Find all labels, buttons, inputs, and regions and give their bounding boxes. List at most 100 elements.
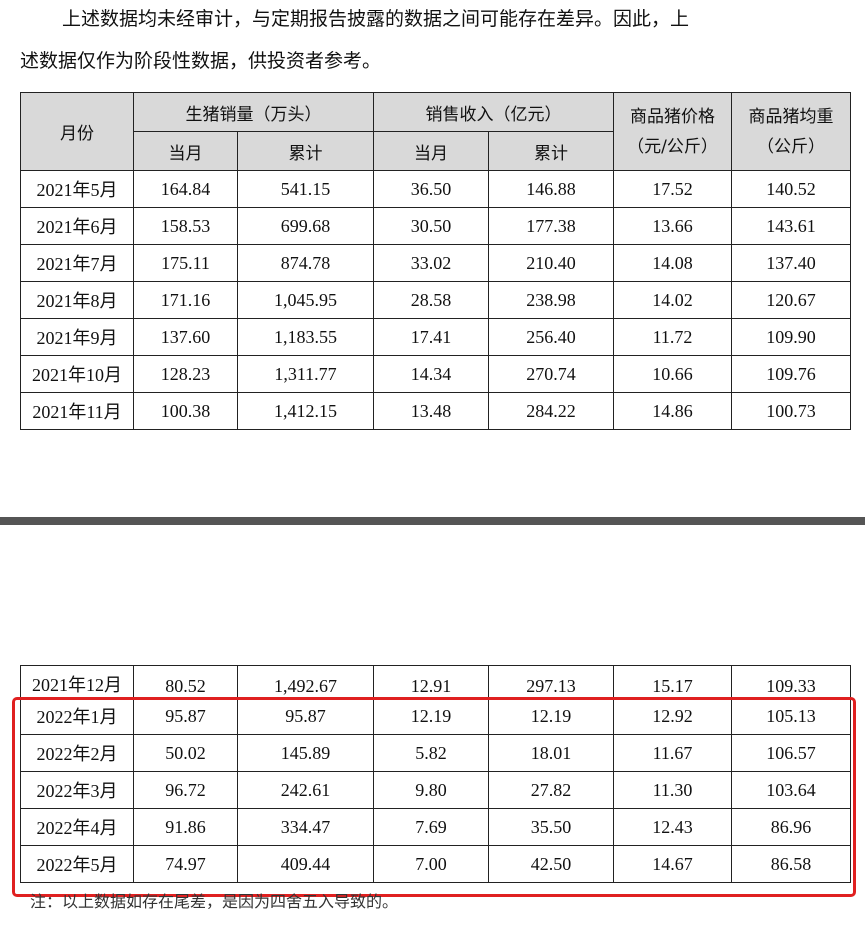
- table-row: 2021年9月 137.60 1,183.55 17.41 256.40 11.72 109…: [20, 318, 851, 356]
- value-cell: 109.33: [731, 665, 851, 698]
- value-cell: 699.68: [237, 207, 374, 245]
- value-cell: 270.74: [488, 355, 614, 393]
- value-cell: 409.44: [237, 845, 374, 883]
- value-cell: 1,183.55: [237, 318, 374, 356]
- value-cell: 36.50: [373, 170, 489, 208]
- value-cell: 35.50: [488, 808, 614, 846]
- value-cell: 137.40: [731, 244, 851, 282]
- header-revenue-cumulative: 累计: [488, 131, 614, 171]
- footnote: 注：以上数据如存在尾差，是因为四舍五入导致的。: [30, 892, 399, 911]
- month-cell: 2022年5月: [20, 845, 134, 883]
- value-cell: 1,412.15: [237, 392, 374, 430]
- table-row: 2022年4月 91.86 334.47 7.69 35.50 12.43 86.96: [20, 808, 851, 846]
- value-cell: 164.84: [133, 170, 238, 208]
- pig-sales-table-bottom: 2021年12月 80.52 1,492.67 12.91 297.13 15.17 109…: [20, 665, 851, 883]
- value-cell: 11.30: [613, 771, 732, 809]
- value-cell: 7.00: [373, 845, 489, 883]
- value-cell: 17.41: [373, 318, 489, 356]
- table-row: 2022年2月 50.02 145.89 5.82 18.01 11.67 106.57: [20, 734, 851, 772]
- month-cell: 2021年5月: [20, 170, 134, 208]
- value-cell: 95.87: [237, 697, 374, 735]
- table-row: 2021年5月 164.84 541.15 36.50 146.88 17.52 140.5…: [20, 170, 851, 208]
- value-cell: 11.67: [613, 734, 732, 772]
- value-cell: 13.66: [613, 207, 732, 245]
- header-month: 月份: [20, 92, 134, 171]
- intro-line-1: 上述数据均未经审计，与定期报告披露的数据之间可能存在差异。因此，上: [62, 8, 690, 30]
- month-cell: 2021年12月: [20, 665, 134, 698]
- value-cell: 143.61: [731, 207, 851, 245]
- value-cell: 175.11: [133, 244, 238, 282]
- value-cell: 74.97: [133, 845, 238, 883]
- value-cell: 100.38: [133, 392, 238, 430]
- value-cell: 210.40: [488, 244, 614, 282]
- table-row: 2021年11月 100.38 1,412.15 13.48 284.22 14.86 10…: [20, 392, 851, 430]
- month-cell: 2021年6月: [20, 207, 134, 245]
- header-volume-cumulative: 累计: [237, 131, 374, 171]
- header-weight: 商品猪均重（公斤）: [731, 92, 851, 171]
- value-cell: 256.40: [488, 318, 614, 356]
- table-row: 2021年7月 175.11 874.78 33.02 210.40 14.08 137.4…: [20, 244, 851, 282]
- value-cell: 42.50: [488, 845, 614, 883]
- header-sales-volume: 生猪销量（万头）: [133, 92, 374, 132]
- value-cell: 33.02: [373, 244, 489, 282]
- month-cell: 2022年1月: [20, 697, 134, 735]
- value-cell: 14.86: [613, 392, 732, 430]
- value-cell: 14.08: [613, 244, 732, 282]
- value-cell: 145.89: [237, 734, 374, 772]
- header-volume-current: 当月: [133, 131, 238, 171]
- table-row: 2021年10月 128.23 1,311.77 14.34 270.74 10.66 10…: [20, 355, 851, 393]
- value-cell: 177.38: [488, 207, 614, 245]
- value-cell: 1,045.95: [237, 281, 374, 319]
- value-cell: 15.17: [613, 665, 732, 698]
- value-cell: 109.76: [731, 355, 851, 393]
- month-cell: 2022年4月: [20, 808, 134, 846]
- value-cell: 14.02: [613, 281, 732, 319]
- value-cell: 334.47: [237, 808, 374, 846]
- value-cell: 12.91: [373, 665, 489, 698]
- value-cell: 14.34: [373, 355, 489, 393]
- value-cell: 297.13: [488, 665, 614, 698]
- value-cell: 14.67: [613, 845, 732, 883]
- highlight-box-2022: [12, 697, 856, 897]
- value-cell: 13.48: [373, 392, 489, 430]
- pig-sales-table-top: 月份 生猪销量（万头） 销售收入（亿元） 商品猪价格（元/公斤） 商品猪均重（公…: [20, 92, 851, 430]
- table-row: 2021年12月 80.52 1,492.67 12.91 297.13 15.17 109…: [20, 665, 851, 698]
- value-cell: 874.78: [237, 244, 374, 282]
- value-cell: 103.64: [731, 771, 851, 809]
- table-row: 2022年3月 96.72 242.61 9.80 27.82 11.30 103.64: [20, 771, 851, 809]
- value-cell: 12.19: [488, 697, 614, 735]
- header-price: 商品猪价格（元/公斤）: [613, 92, 732, 171]
- value-cell: 146.88: [488, 170, 614, 208]
- intro-line-2: 述数据仅作为阶段性数据，供投资者参考。: [20, 50, 382, 72]
- month-cell: 2022年2月: [20, 734, 134, 772]
- value-cell: 109.90: [731, 318, 851, 356]
- value-cell: 28.58: [373, 281, 489, 319]
- header-revenue: 销售收入（亿元）: [373, 92, 614, 132]
- value-cell: 1,492.67: [237, 665, 374, 698]
- value-cell: 284.22: [488, 392, 614, 430]
- month-cell: 2021年8月: [20, 281, 134, 319]
- month-cell: 2021年9月: [20, 318, 134, 356]
- value-cell: 100.73: [731, 392, 851, 430]
- value-cell: 137.60: [133, 318, 238, 356]
- month-cell: 2021年7月: [20, 244, 134, 282]
- table-row: 2022年5月 74.97 409.44 7.00 42.50 14.67 86.58: [20, 845, 851, 883]
- value-cell: 91.86: [133, 808, 238, 846]
- month-cell: 2021年10月: [20, 355, 134, 393]
- value-cell: 128.23: [133, 355, 238, 393]
- table-row: 2021年8月 171.16 1,045.95 28.58 238.98 14.02 120…: [20, 281, 851, 319]
- table-row: 2021年6月 158.53 699.68 30.50 177.38 13.66 143.6…: [20, 207, 851, 245]
- value-cell: 30.50: [373, 207, 489, 245]
- page-separator: [0, 517, 865, 525]
- value-cell: 158.53: [133, 207, 238, 245]
- value-cell: 105.13: [731, 697, 851, 735]
- value-cell: 238.98: [488, 281, 614, 319]
- value-cell: 95.87: [133, 697, 238, 735]
- value-cell: 120.67: [731, 281, 851, 319]
- value-cell: 80.52: [133, 665, 238, 698]
- value-cell: 86.58: [731, 845, 851, 883]
- value-cell: 106.57: [731, 734, 851, 772]
- month-cell: 2021年11月: [20, 392, 134, 430]
- header-revenue-current: 当月: [373, 131, 489, 171]
- value-cell: 171.16: [133, 281, 238, 319]
